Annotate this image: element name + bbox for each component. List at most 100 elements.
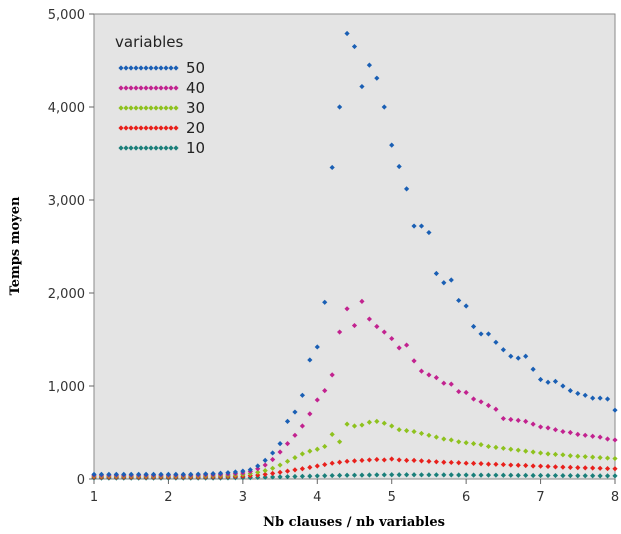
data-point (463, 460, 469, 466)
data-point (404, 457, 410, 463)
data-point (523, 353, 529, 359)
data-point (292, 467, 298, 473)
data-point (500, 472, 506, 478)
data-point (277, 469, 283, 475)
legend-marker (128, 145, 134, 151)
data-point (255, 463, 261, 469)
data-point (612, 473, 618, 479)
data-point (508, 446, 514, 452)
data-point (448, 437, 454, 443)
data-point (121, 471, 127, 477)
legend-title: variables (115, 33, 184, 51)
data-point (284, 441, 291, 447)
data-point (552, 464, 559, 470)
legend-marker (163, 105, 169, 111)
data-point (470, 323, 477, 330)
legend-marker (123, 85, 129, 91)
data-point (150, 471, 157, 477)
data-point (158, 471, 164, 477)
data-point (552, 427, 559, 433)
legend-marker (143, 85, 149, 91)
data-point (426, 372, 432, 378)
legend-marker (168, 85, 174, 91)
y-tick-label: 4,000 (48, 101, 85, 116)
x-tick-label: 5 (388, 490, 396, 505)
legend-marker (118, 145, 124, 151)
data-point (262, 457, 268, 463)
data-point (322, 443, 328, 450)
data-point (493, 406, 499, 412)
legend-marker (143, 125, 149, 131)
data-point (560, 383, 566, 389)
legend-marker (153, 125, 159, 131)
data-point (604, 465, 611, 472)
data-point (597, 455, 603, 461)
legend-marker (158, 85, 164, 91)
data-point (411, 457, 417, 463)
data-point (493, 472, 499, 478)
data-point (396, 457, 402, 463)
data-point (374, 418, 380, 424)
legend-marker (163, 65, 169, 71)
legend-marker (133, 65, 139, 71)
data-point (374, 75, 380, 81)
data-point (418, 430, 425, 437)
legend-marker (168, 105, 174, 111)
data-point (478, 331, 484, 337)
data-point (359, 298, 365, 304)
data-point (441, 459, 447, 465)
data-point (344, 30, 350, 37)
data-point (426, 458, 432, 464)
y-tick-label: 1,000 (48, 380, 85, 395)
legend-marker (128, 65, 134, 71)
data-point (612, 437, 618, 443)
data-point (284, 468, 291, 474)
data-point (590, 433, 596, 439)
legend-marker (118, 65, 124, 71)
data-point (106, 471, 112, 477)
data-point (299, 423, 305, 429)
data-point (299, 473, 305, 479)
data-point (136, 471, 142, 477)
data-point (188, 471, 194, 477)
data-point (515, 355, 521, 361)
data-point (485, 443, 492, 450)
data-point (389, 142, 395, 148)
data-point (270, 456, 276, 463)
data-point (374, 456, 380, 463)
data-point (314, 344, 320, 350)
legend-marker (133, 105, 139, 111)
legend-label: 50 (186, 59, 205, 77)
data-point (262, 474, 268, 480)
legend-marker (173, 105, 179, 111)
legend-label: 20 (186, 119, 205, 137)
legend-marker (153, 105, 159, 111)
axes: 1 2 3 4 5 6 7 8 0 1,000 2,000 3,000 4,000 5,000 (48, 8, 619, 505)
data-point (478, 399, 484, 405)
data-point (604, 455, 611, 461)
legend-item: 50 (118, 59, 205, 77)
data-point (143, 471, 149, 477)
data-point (203, 471, 209, 477)
data-point (612, 455, 618, 462)
data-point (329, 431, 335, 437)
data-point (448, 472, 454, 478)
data-point (418, 223, 425, 229)
legend-marker (138, 105, 144, 111)
data-point (128, 471, 134, 477)
data-point (597, 395, 603, 401)
data-point (582, 432, 588, 438)
data-point (575, 431, 581, 437)
data-point (217, 470, 224, 476)
x-axis-title: Nb clauses / nb variables (263, 515, 445, 530)
legend-marker (148, 65, 154, 71)
data-point (329, 164, 335, 171)
data-point (359, 457, 365, 463)
legend-marker (163, 85, 169, 91)
legend-label: 40 (186, 79, 205, 97)
data-point (277, 441, 283, 447)
data-point (433, 459, 439, 465)
legend-marker (163, 145, 169, 151)
